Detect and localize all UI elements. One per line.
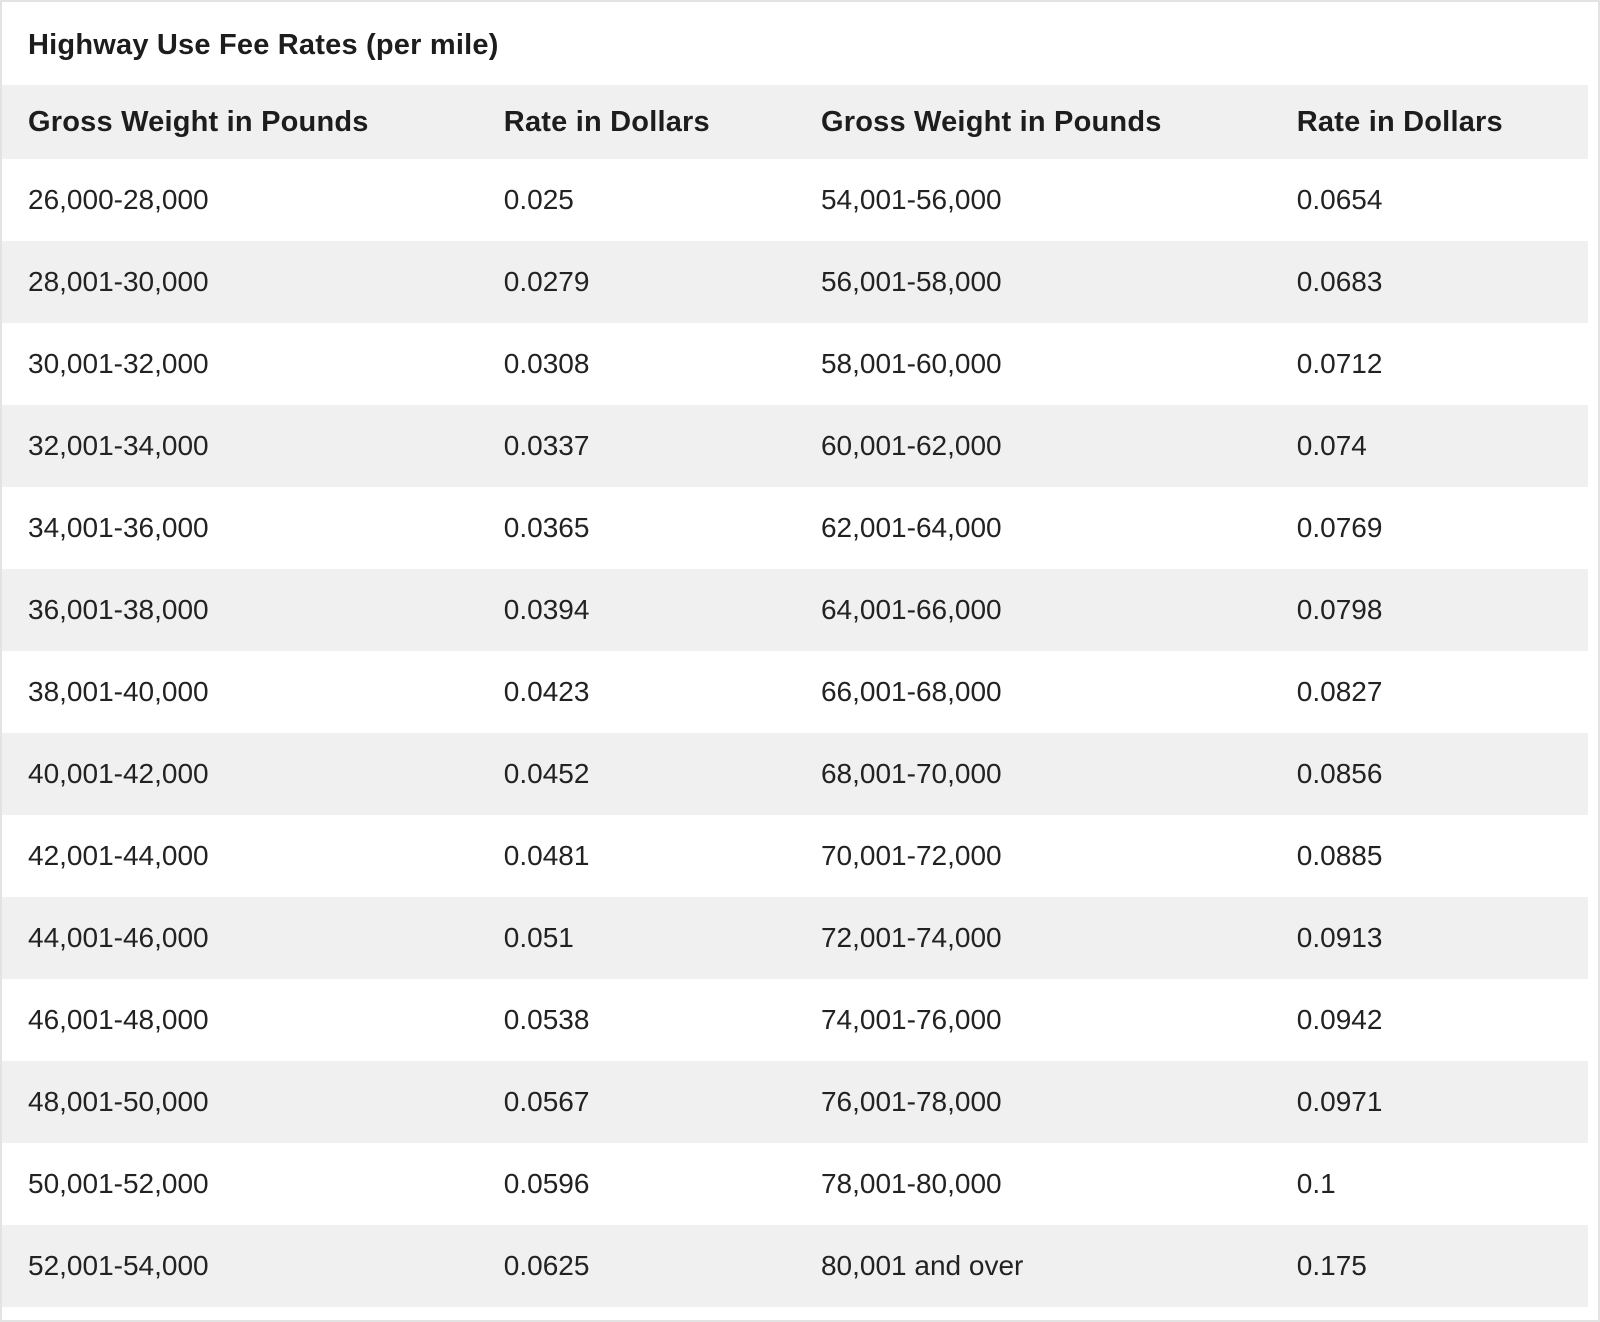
- table-row: 36,001-38,000 0.0394 64,001-66,000 0.0798: [2, 569, 1588, 651]
- rate-cell: 0.0885: [1270, 815, 1588, 897]
- weight-range-cell: 36,001-38,000: [2, 569, 478, 651]
- rate-cell: 0.0279: [477, 241, 795, 323]
- rate-cell: 0.0971: [1270, 1061, 1588, 1143]
- table-row: 52,001-54,000 0.0625 80,001 and over 0.175: [2, 1225, 1588, 1307]
- table-row: 34,001-36,000 0.0365 62,001-64,000 0.0769: [2, 487, 1588, 569]
- weight-range-cell: 56,001-58,000: [794, 241, 1271, 323]
- weight-range-cell: 66,001-68,000: [794, 651, 1271, 733]
- weight-range-cell: 38,001-40,000: [2, 651, 478, 733]
- rate-cell: 0.0712: [1270, 323, 1588, 405]
- rate-cell: 0.0827: [1270, 651, 1588, 733]
- table-row: 46,001-48,000 0.0538 74,001-76,000 0.0942: [2, 979, 1588, 1061]
- weight-range-cell: 32,001-34,000: [2, 405, 478, 487]
- weight-range-cell: 60,001-62,000: [794, 405, 1271, 487]
- rate-cell: 0.0481: [477, 815, 795, 897]
- weight-range-cell: 68,001-70,000: [794, 733, 1271, 815]
- table-row: 28,001-30,000 0.0279 56,001-58,000 0.0683: [2, 241, 1588, 323]
- table-row: 38,001-40,000 0.0423 66,001-68,000 0.0827: [2, 651, 1588, 733]
- table-header-row: Gross Weight in Pounds Rate in Dollars G…: [2, 85, 1588, 159]
- weight-range-cell: 52,001-54,000: [2, 1225, 478, 1307]
- weight-range-cell: 58,001-60,000: [794, 323, 1271, 405]
- weight-range-cell: 76,001-78,000: [794, 1061, 1271, 1143]
- rate-cell: 0.0394: [477, 569, 795, 651]
- rate-cell: 0.0856: [1270, 733, 1588, 815]
- rate-cell: 0.051: [477, 897, 795, 979]
- rate-cell: 0.0308: [477, 323, 795, 405]
- table-row: 32,001-34,000 0.0337 60,001-62,000 0.074: [2, 405, 1588, 487]
- table-row: 30,001-32,000 0.0308 58,001-60,000 0.0712: [2, 323, 1588, 405]
- weight-range-cell: 70,001-72,000: [794, 815, 1271, 897]
- weight-range-cell: 78,001-80,000: [794, 1143, 1271, 1225]
- weight-range-cell: 80,001 and over: [794, 1225, 1271, 1307]
- rate-cell: 0.0423: [477, 651, 795, 733]
- highway-use-fee-table: Gross Weight in Pounds Rate in Dollars G…: [2, 85, 1588, 1307]
- weight-range-cell: 42,001-44,000: [2, 815, 478, 897]
- weight-range-cell: 54,001-56,000: [794, 159, 1271, 241]
- table-row: 44,001-46,000 0.051 72,001-74,000 0.0913: [2, 897, 1588, 979]
- rate-cell: 0.0567: [477, 1061, 795, 1143]
- rate-cell: 0.0913: [1270, 897, 1588, 979]
- rate-cell: 0.0683: [1270, 241, 1588, 323]
- header-gross-weight-left: Gross Weight in Pounds: [2, 85, 478, 159]
- rate-cell: 0.0538: [477, 979, 795, 1061]
- rate-cell: 0.0625: [477, 1225, 795, 1307]
- weight-range-cell: 34,001-36,000: [2, 487, 478, 569]
- table-row: 50,001-52,000 0.0596 78,001-80,000 0.1: [2, 1143, 1588, 1225]
- header-gross-weight-right: Gross Weight in Pounds: [794, 85, 1271, 159]
- table-row: 42,001-44,000 0.0481 70,001-72,000 0.0885: [2, 815, 1588, 897]
- table-title: Highway Use Fee Rates (per mile): [28, 29, 499, 61]
- weight-range-cell: 26,000-28,000: [2, 159, 478, 241]
- rate-cell: 0.074: [1270, 405, 1588, 487]
- rate-cell: 0.0769: [1270, 487, 1588, 569]
- weight-range-cell: 74,001-76,000: [794, 979, 1271, 1061]
- weight-range-cell: 64,001-66,000: [794, 569, 1271, 651]
- rate-cell: 0.025: [477, 159, 795, 241]
- weight-range-cell: 62,001-64,000: [794, 487, 1271, 569]
- rate-cell: 0.1: [1270, 1143, 1588, 1225]
- table-row: 40,001-42,000 0.0452 68,001-70,000 0.0856: [2, 733, 1588, 815]
- rate-cell: 0.0798: [1270, 569, 1588, 651]
- rate-cell: 0.0942: [1270, 979, 1588, 1061]
- rate-cell: 0.0596: [477, 1143, 795, 1225]
- weight-range-cell: 50,001-52,000: [2, 1143, 478, 1225]
- rate-cell: 0.0654: [1270, 159, 1588, 241]
- rate-cell: 0.175: [1270, 1225, 1588, 1307]
- weight-range-cell: 48,001-50,000: [2, 1061, 478, 1143]
- weight-range-cell: 40,001-42,000: [2, 733, 478, 815]
- weight-range-cell: 72,001-74,000: [794, 897, 1271, 979]
- rate-cell: 0.0365: [477, 487, 795, 569]
- rate-cell: 0.0452: [477, 733, 795, 815]
- weight-range-cell: 44,001-46,000: [2, 897, 478, 979]
- table-body: 26,000-28,000 0.025 54,001-56,000 0.0654 28,…: [2, 159, 1588, 1307]
- table-row: 48,001-50,000 0.0567 76,001-78,000 0.0971: [2, 1061, 1588, 1143]
- header-rate-right: Rate in Dollars: [1270, 85, 1588, 159]
- header-rate-left: Rate in Dollars: [477, 85, 795, 159]
- weight-range-cell: 46,001-48,000: [2, 979, 478, 1061]
- rate-cell: 0.0337: [477, 405, 795, 487]
- weight-range-cell: 28,001-30,000: [2, 241, 478, 323]
- weight-range-cell: 30,001-32,000: [2, 323, 478, 405]
- table-row: 26,000-28,000 0.025 54,001-56,000 0.0654: [2, 159, 1588, 241]
